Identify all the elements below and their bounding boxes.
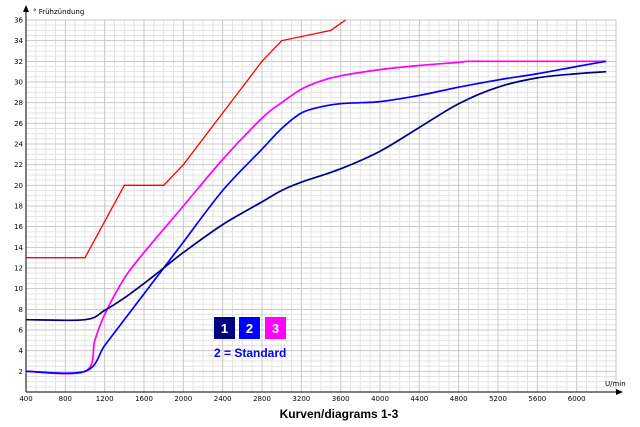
x-tick-label: 1200 — [96, 395, 114, 403]
y-tick-label: 24 — [14, 141, 23, 149]
y-tick-label: 2 — [19, 368, 23, 376]
chart-caption: Kurven/diagrams 1-3 — [280, 407, 399, 421]
y-axis-label: ° Frühzündung — [33, 8, 84, 16]
y-tick-label: 12 — [14, 265, 23, 273]
series-line-3 — [25, 60, 607, 375]
x-tick-label: 3600 — [332, 395, 350, 403]
y-tick-label: 16 — [14, 223, 23, 231]
y-tick-label: 4 — [19, 347, 24, 355]
legend-badge-3-label: 3 — [272, 321, 279, 336]
x-tick-label: 2000 — [174, 395, 192, 403]
y-tick-label: 28 — [14, 99, 23, 107]
y-tick-label: 14 — [14, 244, 23, 252]
x-tick-label: 3200 — [292, 395, 310, 403]
x-tick-label: 2800 — [253, 395, 271, 403]
x-tick-label: 5200 — [489, 395, 507, 403]
y-tick-label: 34 — [14, 37, 23, 45]
y-tick-label: 10 — [14, 285, 23, 293]
y-axis-arrow — [23, 5, 29, 12]
x-tick-label: 400 — [19, 395, 32, 403]
legend: 1 2 3 2 = Standard — [214, 317, 286, 360]
y-tick-label: 18 — [14, 203, 23, 211]
legend-badge-3 — [265, 317, 286, 339]
x-tick-label: 5600 — [528, 395, 546, 403]
y-tick-label: 20 — [14, 182, 23, 190]
x-tick-label: 4400 — [410, 395, 428, 403]
x-axis-label: U/min — [605, 380, 626, 388]
legend-badge-2 — [239, 317, 260, 339]
legend-badge-1 — [214, 317, 235, 339]
x-axis-arrow — [616, 389, 623, 395]
x-tick-label: 800 — [59, 395, 72, 403]
legend-badge-2-label: 2 — [246, 321, 253, 336]
x-tick-label: 4000 — [371, 395, 389, 403]
legend-standard-note: 2 = Standard — [214, 346, 286, 360]
y-tick-label: 32 — [14, 58, 23, 66]
series-line-1 — [25, 70, 607, 322]
y-tick-label: 36 — [14, 17, 23, 25]
series-layer — [25, 19, 607, 375]
series-line-2 — [25, 60, 607, 375]
series-line-red — [26, 19, 346, 259]
y-tick-label: 6 — [19, 327, 24, 335]
major-gridlines — [25, 19, 617, 393]
y-tick-label: 26 — [14, 120, 23, 128]
y-tick-label: 30 — [14, 79, 23, 87]
tick-labels: 400 800 1200 1600 2000 2400 2800 3200 3600 4000 44… — [14, 17, 586, 404]
x-tick-label: 4800 — [450, 395, 468, 403]
legend-badge-1-label: 1 — [221, 321, 228, 336]
x-tick-label: 1600 — [135, 395, 153, 403]
x-tick-label: 6000 — [568, 395, 586, 403]
x-tick-label: 2400 — [214, 395, 232, 403]
y-tick-label: 8 — [19, 306, 23, 314]
axes — [23, 5, 623, 395]
y-tick-label: 22 — [14, 161, 23, 169]
